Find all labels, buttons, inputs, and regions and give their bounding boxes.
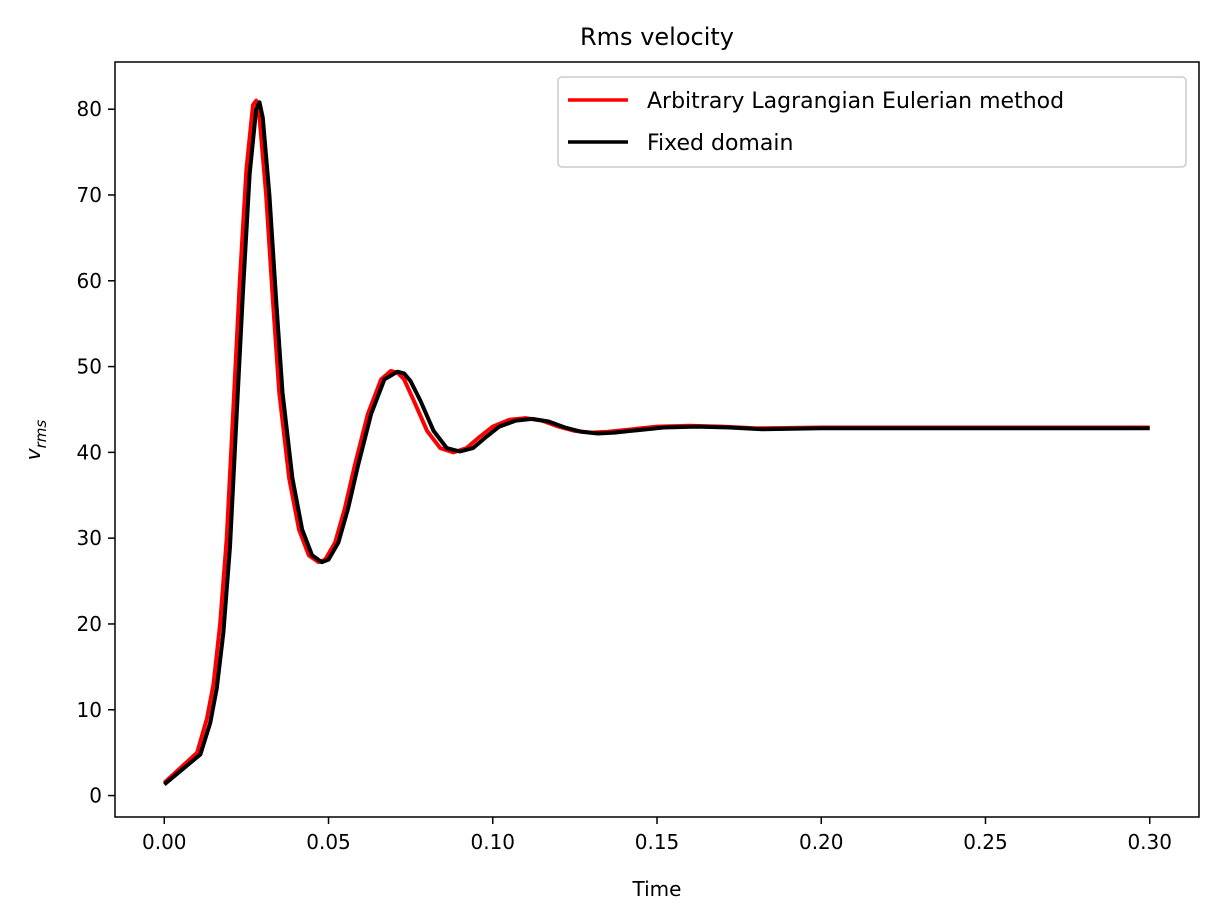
- y-axis-label-main: v: [21, 447, 45, 460]
- series-line-fixed-domain: [163, 100, 1150, 786]
- x-tick-label: 0.10: [470, 830, 515, 854]
- y-tick-label: 10: [77, 698, 102, 722]
- y-tick-label: 20: [77, 612, 102, 636]
- y-tick-label: 30: [77, 526, 102, 550]
- legend: Arbitrary Lagrangian Eulerian method Fix…: [557, 76, 1187, 168]
- x-tick-label: 0.05: [306, 830, 351, 854]
- y-tick-label: 80: [77, 97, 102, 121]
- x-tick-label: 0.15: [635, 830, 680, 854]
- x-tick-label: 0.00: [142, 830, 187, 854]
- x-tick-label: 0.30: [1127, 830, 1172, 854]
- x-tick-label: 0.20: [799, 830, 844, 854]
- legend-label-fixed-domain: Fixed domain: [647, 131, 793, 156]
- y-axis-label-subscript: rms: [32, 420, 50, 449]
- x-axis: 0.00 0.05 0.10 0.15 0.20 0.25 0.30: [142, 817, 1172, 854]
- plot-area: [114, 61, 1200, 818]
- y-tick-label: 0: [89, 784, 102, 808]
- plot-frame: [114, 61, 1200, 818]
- chart-title: Rms velocity: [580, 23, 734, 51]
- legend-frame: [557, 76, 1187, 168]
- y-tick-label: 50: [77, 355, 102, 379]
- series-line-ale: [162, 98, 1150, 785]
- y-tick-label: 60: [77, 269, 102, 293]
- y-tick-label: 40: [77, 440, 102, 464]
- series-layer: [162, 98, 1150, 786]
- y-axis: 0 10 20 30 40 50 60 70 80: [77, 97, 115, 808]
- legend-label-ale: Arbitrary Lagrangian Eulerian method: [647, 89, 1064, 114]
- y-tick-label: 70: [77, 183, 102, 207]
- x-axis-label: Time: [632, 877, 682, 901]
- x-tick-label: 0.25: [963, 830, 1008, 854]
- y-axis-label: vrms: [21, 420, 50, 461]
